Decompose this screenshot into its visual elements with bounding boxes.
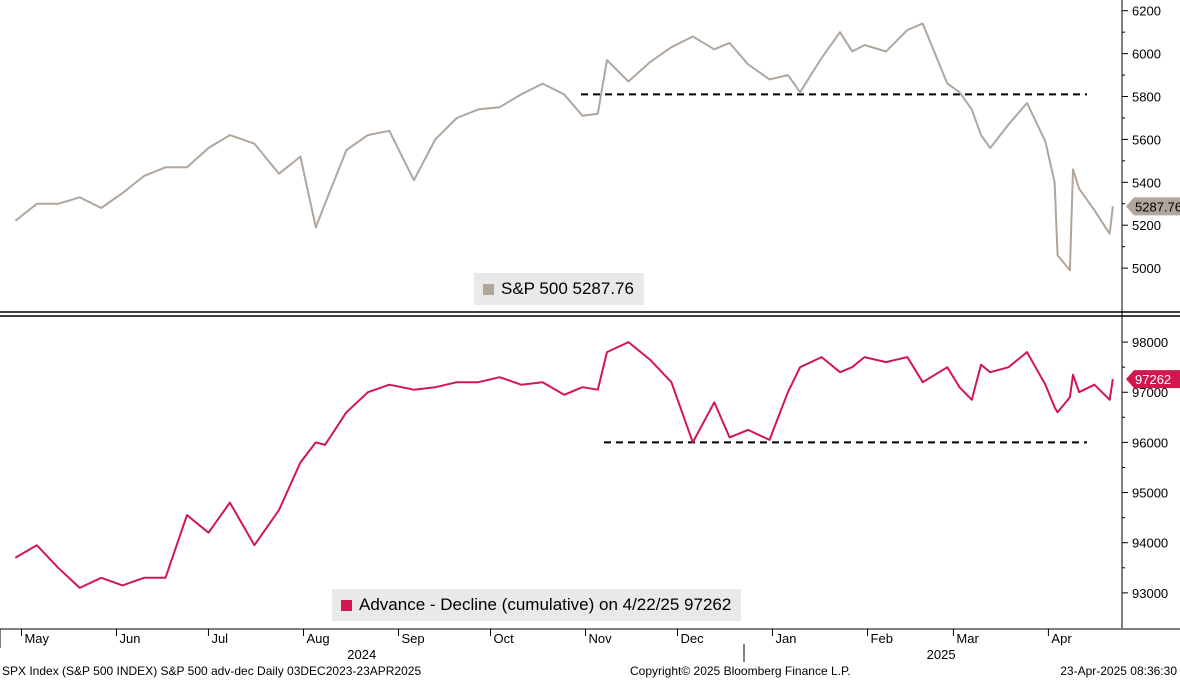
x-tick-label: Mar xyxy=(956,631,979,646)
x-tick-label: Jul xyxy=(211,631,228,646)
legend-adv-dec: Advance - Decline (cumulative) on 4/22/2… xyxy=(332,589,742,621)
x-tick-label: Jan xyxy=(776,631,797,646)
footer-left: SPX Index (S&P 500 INDEX) S&P 500 adv-de… xyxy=(2,664,422,678)
x-tick-label: Sep xyxy=(402,631,425,646)
x-tick-label: Aug xyxy=(306,631,329,646)
y-tick-label: 5200 xyxy=(1132,218,1161,233)
y-tick-label: 5800 xyxy=(1132,90,1161,105)
last-value-label: 97262 xyxy=(1135,372,1171,387)
x-year-label: 2025 xyxy=(927,647,956,662)
series-line xyxy=(14,22,1114,272)
x-tick-label: Feb xyxy=(871,631,893,646)
y-tick-label: 93000 xyxy=(1132,586,1168,601)
x-tick-label: May xyxy=(24,631,49,646)
footer-center: Copyright© 2025 Bloomberg Finance L.P. xyxy=(630,664,851,678)
series-line xyxy=(14,341,1114,589)
last-value-tag xyxy=(1126,370,1180,389)
y-tick-label: 97000 xyxy=(1132,385,1168,400)
legend-swatch-sp500 xyxy=(483,283,494,295)
y-tick-label: 5400 xyxy=(1132,175,1161,190)
last-value-label: 5287.76 xyxy=(1135,199,1180,214)
x-tick-label: Nov xyxy=(589,631,613,646)
x-tick-label: Apr xyxy=(1051,631,1072,646)
y-tick-label: 94000 xyxy=(1132,536,1168,551)
y-tick-label: 95000 xyxy=(1132,486,1168,501)
legend-sp500: S&P 500 5287.76 xyxy=(474,273,644,305)
x-tick-label: Jun xyxy=(119,631,140,646)
y-tick-label: 98000 xyxy=(1132,335,1168,350)
y-tick-label: 96000 xyxy=(1132,435,1168,450)
y-tick-label: 5000 xyxy=(1132,261,1161,276)
x-tick-label: Dec xyxy=(680,631,704,646)
last-value-tag xyxy=(1126,197,1180,216)
x-tick-label: Oct xyxy=(493,631,514,646)
legend-label-sp500: S&P 500 5287.76 xyxy=(501,279,634,298)
legend-label-adv-dec: Advance - Decline (cumulative) on 4/22/2… xyxy=(359,595,732,614)
y-tick-label: 5600 xyxy=(1132,132,1161,147)
y-tick-label: 6000 xyxy=(1132,47,1161,62)
footer-right: 23-Apr-2025 08:36:30 xyxy=(1060,664,1177,678)
x-year-label: 2024 xyxy=(347,647,376,662)
y-tick-label: 6200 xyxy=(1132,4,1161,19)
legend-swatch-adv-dec xyxy=(341,599,352,611)
